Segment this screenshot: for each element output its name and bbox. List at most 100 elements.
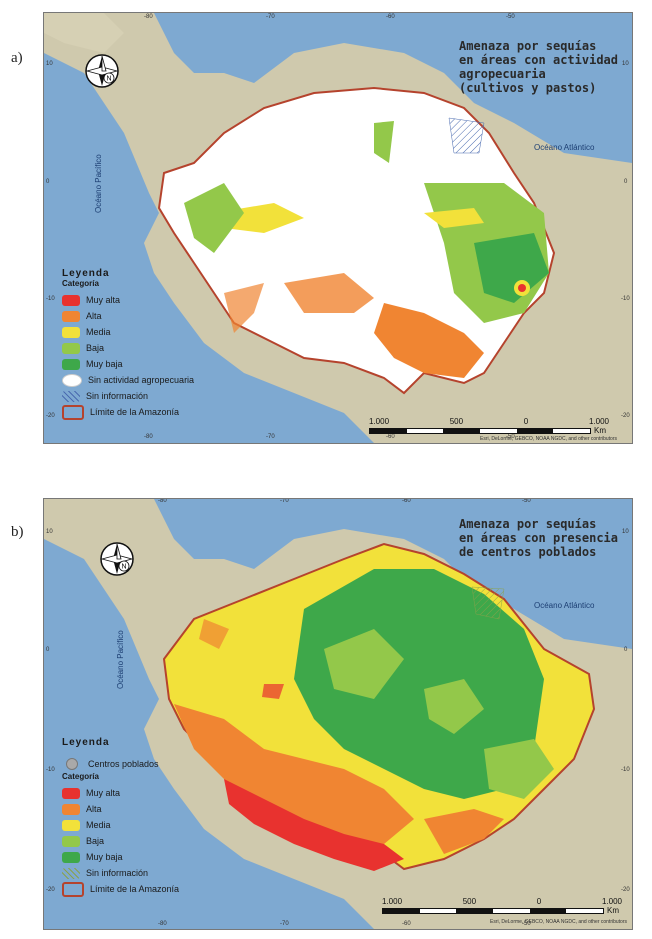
tick-left-a-0: 10 [46, 61, 53, 67]
legend-a-label: Sin actividad agropecuaria [88, 375, 195, 385]
legend-a-item-sin-info: Sin información [62, 388, 194, 404]
tick-right-b-3: -20 [621, 887, 630, 893]
map-a-basemap [44, 13, 632, 443]
map-b-title: Amenaza por sequías en áreas con presenc… [459, 517, 618, 559]
legend-a-label: Muy baja [86, 359, 123, 369]
map-panel-b: Amenaza por sequías en áreas con presenc… [43, 498, 633, 930]
legend-b-subheading: Categoría [62, 772, 99, 781]
legend-a-label: Baja [86, 343, 105, 353]
legend-b-item-baja: Baja [62, 833, 179, 849]
credit-b: Esri, DeLorme, GEBCO, NOAA NGDC, and oth… [490, 919, 627, 925]
tick-right-a-2: -10 [621, 296, 630, 302]
scale-b-l0: 1.000 [382, 897, 403, 906]
tick-left-b-1: 0 [46, 647, 50, 653]
legend-b-item-muy-alta: Muy alta [62, 785, 179, 801]
tick-left-a-1: 0 [46, 179, 50, 185]
tick-right-a-3: -20 [621, 413, 630, 419]
legend-a-label: Sin información [86, 391, 149, 401]
map-a-title: Amenaza por sequías en áreas con activid… [459, 39, 618, 95]
legend-a-item-sin-actividad: Sin actividad agropecuaria [62, 372, 194, 388]
tick-right-a-0: 10 [622, 61, 629, 67]
tick-bottom-b-3: -50 [522, 921, 531, 927]
ocean-atlantic-label-b: Océano Atlántico [534, 601, 595, 610]
tick-bottom-a-2: -60 [386, 434, 395, 440]
tick-left-a-2: -10 [46, 296, 55, 302]
legend-a-item-muy-baja: Muy baja [62, 356, 194, 372]
legend-b-label: Muy alta [86, 788, 121, 798]
legend-b-item-media: Media [62, 817, 179, 833]
scale-b-l2: 0 [536, 897, 542, 906]
scale-b-l1: 500 [462, 897, 477, 906]
scale-a-l1: 500 [449, 417, 464, 426]
tick-bottom-b-2: -60 [402, 921, 411, 927]
legend-b-label: Alta [86, 804, 102, 814]
legend-b-item-alta: Alta [62, 801, 179, 817]
tick-bottom-a-3: -50 [506, 434, 515, 440]
ocean-pacific-label-a: Océano Pacífico [94, 154, 103, 213]
tick-bottom-b-1: -70 [280, 921, 289, 927]
tick-top-b-3: -50 [522, 498, 531, 504]
tick-bottom-a-0: -80 [144, 434, 153, 440]
scale-bar-b: 1.000 500 0 1.000 Km [382, 897, 622, 915]
tick-bottom-b-0: -80 [158, 921, 167, 927]
tick-right-b-0: 10 [622, 529, 629, 535]
legend-a-item-muy-alta: Muy alta [62, 292, 194, 308]
panel-a-tag: a) [11, 50, 23, 66]
scale-a-l3: 1.000 [588, 417, 609, 426]
panel-b-tag: b) [11, 524, 24, 540]
legend-a-item-limite: Límite de la Amazonía [62, 404, 194, 420]
legend-a-heading: Leyenda [62, 268, 110, 279]
scale-a-l2: 0 [523, 417, 529, 426]
compass-n-label: N [106, 76, 111, 83]
compass-icon: N [85, 54, 119, 88]
tick-left-b-2: -10 [46, 767, 55, 773]
scale-bar-a: 1.000 500 0 1.000 Km [369, 417, 609, 435]
tick-top-a-2: -60 [386, 14, 395, 20]
tick-right-b-2: -10 [621, 767, 630, 773]
legend-a-label: Muy alta [86, 295, 121, 305]
legend-b-item-sin-info: Sin información [62, 865, 179, 881]
legend-b-label: Sin información [86, 868, 149, 878]
scale-a-unit: Km [594, 426, 606, 435]
legend-b-item-centros: Centros poblados [62, 756, 179, 772]
tick-left-b-0: 10 [46, 529, 53, 535]
legend-a-item-baja: Baja [62, 340, 194, 356]
legend-b-label: Centros poblados [88, 759, 159, 769]
scale-b-l3: 1.000 [601, 897, 622, 906]
tick-left-b-3: -20 [46, 887, 55, 893]
legend-b-label: Baja [86, 836, 105, 846]
tick-left-a-3: -20 [46, 413, 55, 419]
tick-bottom-a-1: -70 [266, 434, 275, 440]
legend-a-label: Límite de la Amazonía [90, 407, 180, 417]
legend-b-item-muy-baja: Muy baja [62, 849, 179, 865]
map-b-basemap [44, 499, 632, 929]
tick-right-b-1: 0 [624, 647, 628, 653]
scale-a-l0: 1.000 [369, 417, 390, 426]
legend-a-item-media: Media [62, 324, 194, 340]
legend-a-item-alta: Alta [62, 308, 194, 324]
tick-top-b-1: -70 [280, 498, 289, 504]
legend-a-label: Media [86, 327, 111, 337]
ocean-atlantic-label-a: Océano Atlántico [534, 143, 595, 152]
scale-b-unit: Km [607, 906, 619, 915]
map-panel-a: Amenaza por sequías en áreas con activid… [43, 12, 633, 444]
amazon-region-a [157, 86, 556, 395]
legend-b-heading: Leyenda [62, 737, 110, 748]
legend-a-subheading: Categoría [62, 279, 99, 288]
credit-a: Esri, DeLorme, GEBCO, NOAA NGDC, and oth… [480, 436, 617, 442]
legend-a: Leyenda Categoría Muy alta Alta Media Ba… [62, 268, 194, 420]
tick-top-a-3: -50 [506, 14, 515, 20]
tick-top-a-0: -80 [144, 14, 153, 20]
legend-b: Leyenda Centros poblados Categoría Muy a… [62, 737, 179, 897]
tick-top-a-1: -70 [266, 14, 275, 20]
legend-b-label: Media [86, 820, 111, 830]
legend-b-label: Límite de la Amazonía [90, 884, 180, 894]
tick-right-a-1: 0 [624, 179, 628, 185]
ocean-pacific-label-b: Océano Pacífico [116, 630, 125, 689]
compass-icon: N [100, 542, 134, 576]
compass-n-label: N [121, 564, 126, 571]
legend-b-label: Muy baja [86, 852, 123, 862]
legend-b-item-limite: Límite de la Amazonía [62, 881, 179, 897]
tick-top-b-0: -80 [158, 498, 167, 504]
tick-top-b-2: -60 [402, 498, 411, 504]
